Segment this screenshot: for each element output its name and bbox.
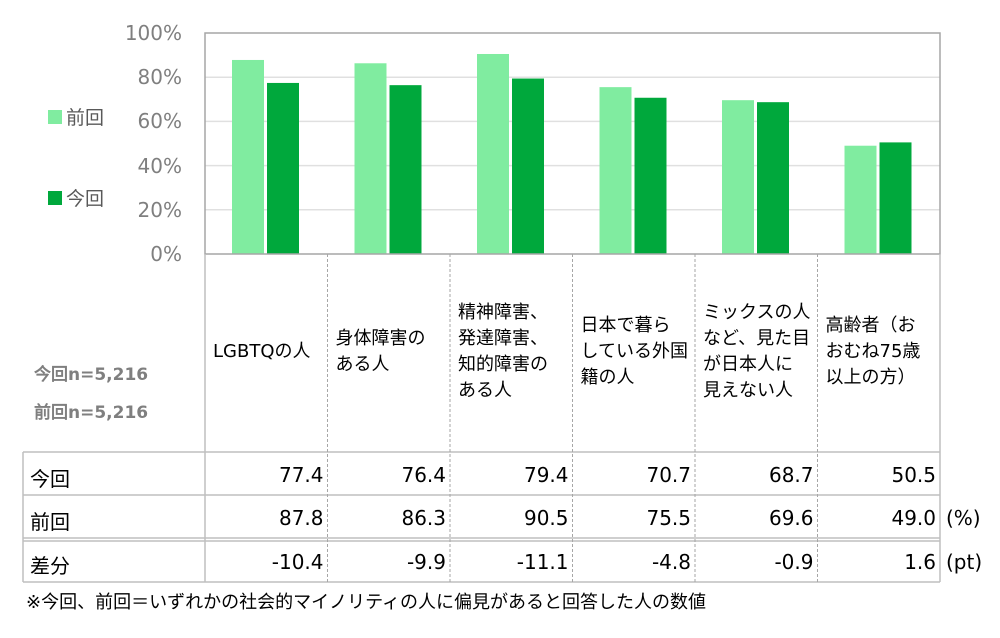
y-tick-label: 100% — [124, 21, 182, 45]
table-row-label: 今回 — [30, 467, 70, 491]
category-label: LGBTQの人 — [213, 341, 311, 362]
table-cell: 90.5 — [523, 506, 569, 530]
sample-size-current: 今回n=5,216 — [34, 365, 149, 385]
table-row-label: 差分 — [30, 554, 70, 578]
y-tick-label: 60% — [137, 109, 182, 134]
plot-frame — [204, 32, 941, 255]
table-cell: 68.7 — [768, 463, 814, 487]
footnote: ※今回、前回＝いずれかの社会的マイノリティの人に偏見があると回答した人の数値 — [26, 592, 706, 613]
table-cell: 70.7 — [646, 463, 691, 487]
bar-current — [267, 82, 299, 254]
sample-size-previous: 前回n=5,216 — [34, 403, 149, 423]
bar-current — [757, 102, 789, 254]
table-cell: -0.9 — [774, 550, 814, 574]
bar-previous — [722, 100, 754, 255]
table-unit: (pt) — [946, 550, 983, 574]
table-cell: 75.5 — [646, 506, 691, 530]
y-tick-label: 0% — [150, 242, 182, 266]
category-label: 高齢者（お おむね75歳 以上の方） — [825, 315, 921, 388]
legend-label-previous: 前回 — [66, 107, 105, 129]
table-cell: 86.3 — [401, 506, 446, 530]
table-row-label: 前回 — [30, 510, 70, 534]
legend-item-previous: 前回 — [48, 103, 104, 130]
legend-label-current: 今回 — [66, 188, 105, 210]
bar-current — [389, 85, 422, 254]
bar-current — [512, 78, 544, 254]
y-tick-label: 40% — [137, 153, 182, 178]
bar-previous — [844, 145, 877, 254]
bar-current — [879, 142, 912, 254]
table-cell: -11.1 — [516, 550, 569, 574]
legend-swatch-previous — [48, 109, 62, 124]
table-cell: 50.5 — [891, 463, 936, 487]
table-cell: 77.4 — [278, 463, 324, 487]
category-label: 身体障害の ある人 — [335, 328, 426, 375]
legend-item-current: 今回 — [48, 184, 104, 211]
table-cell: 76.4 — [401, 463, 446, 487]
bar-previous — [354, 63, 387, 254]
table-unit: (%) — [946, 506, 981, 530]
table-cell: 1.6 — [904, 550, 936, 574]
bar-previous — [477, 53, 509, 255]
table-cell: 49.0 — [891, 506, 936, 530]
bar-previous — [599, 87, 632, 255]
y-tick-label: 80% — [137, 65, 182, 90]
bar-current — [634, 97, 667, 255]
category-label: 日本で暮ら している外国 籍の人 — [580, 315, 688, 388]
y-tick-label: 20% — [137, 197, 182, 222]
category-label: ミックスの人 など、見た目 が日本人に 見えない人 — [703, 302, 811, 401]
table-cell: -10.4 — [271, 550, 324, 574]
table-cell: 87.8 — [278, 506, 324, 530]
table-cell: 79.4 — [523, 463, 569, 487]
legend-swatch-current — [48, 190, 62, 205]
table-cell: -4.8 — [651, 550, 691, 574]
table-cell: 69.6 — [768, 506, 814, 530]
bar-previous — [232, 59, 264, 254]
category-label: 精神障害、 発達障害、 知的障害の ある人 — [458, 302, 548, 401]
table-cell: -9.9 — [406, 550, 446, 574]
